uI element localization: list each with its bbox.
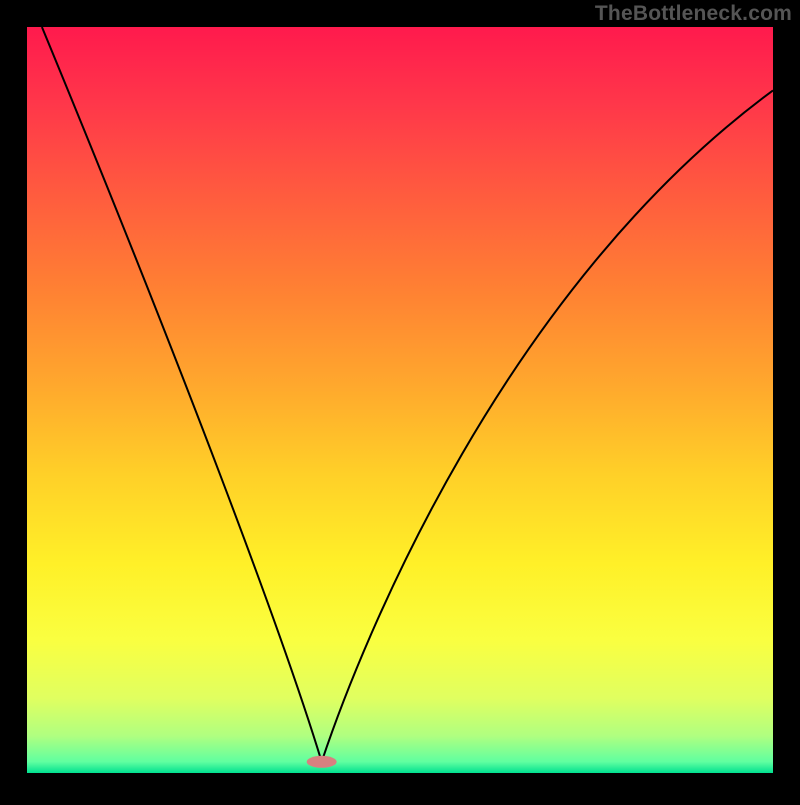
root: TheBottleneck.com	[0, 0, 800, 800]
bottleneck-chart	[0, 0, 800, 800]
bottleneck-marker	[307, 756, 337, 768]
plot-background	[27, 27, 773, 773]
watermark-text: TheBottleneck.com	[595, 2, 792, 26]
